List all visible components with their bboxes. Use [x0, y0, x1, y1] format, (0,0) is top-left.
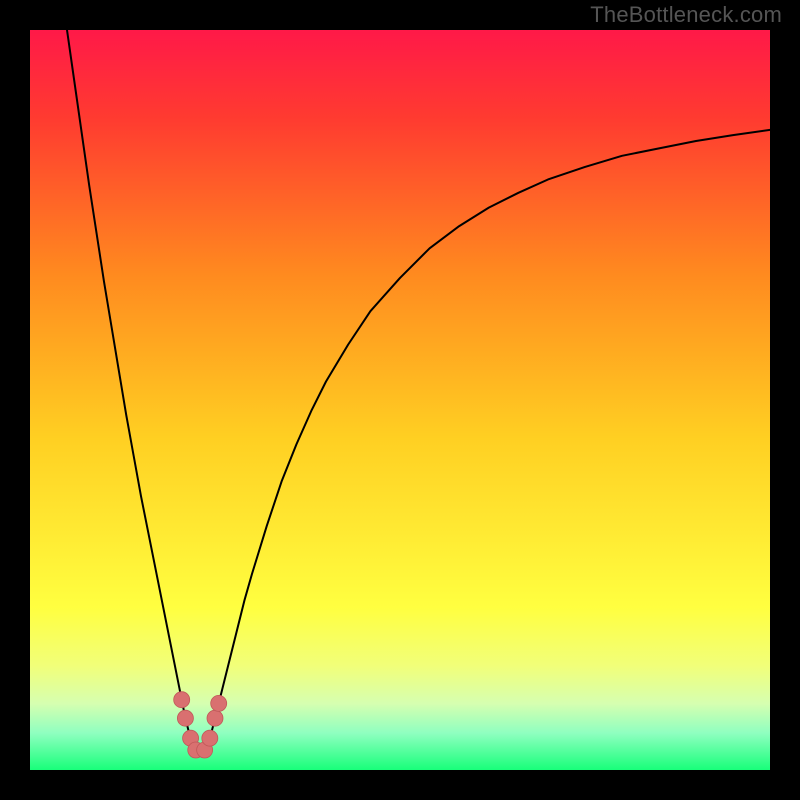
bottleneck-chart: TheBottleneck.com	[0, 0, 800, 800]
marker-dot	[211, 695, 227, 711]
marker-dot	[202, 730, 218, 746]
marker-dot	[207, 710, 223, 726]
watermark-text: TheBottleneck.com	[590, 2, 782, 28]
plot-background-gradient	[30, 30, 770, 770]
marker-dot	[177, 710, 193, 726]
marker-dot	[174, 692, 190, 708]
chart-svg	[0, 0, 800, 800]
